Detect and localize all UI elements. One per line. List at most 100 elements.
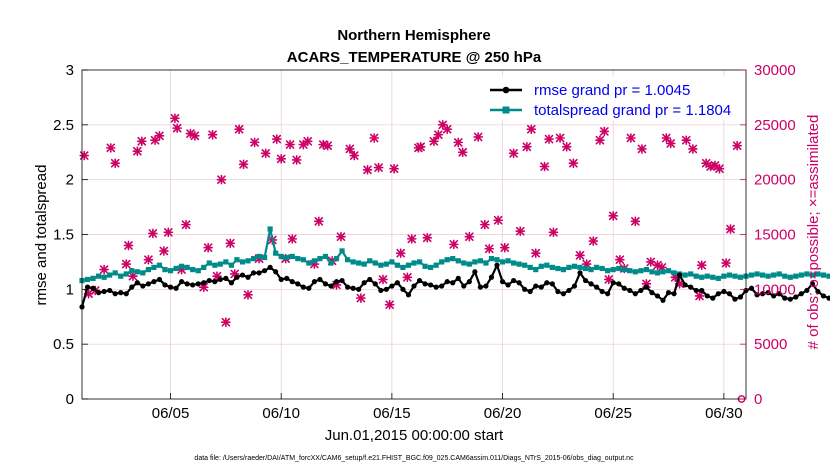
obs-assimilated-marker [190, 131, 200, 141]
rmse-point [665, 290, 672, 296]
rmse-point [267, 264, 273, 270]
totalspread-point [140, 270, 146, 276]
rmse-point [361, 280, 367, 286]
totalspread-point [787, 274, 793, 280]
obs-assimilated-marker [480, 219, 490, 230]
totalspread-point [688, 271, 694, 277]
y-tick-label-right: 5000 [754, 336, 787, 353]
totalspread-point [699, 274, 705, 280]
rmse-point [378, 287, 384, 294]
rmse-point [345, 284, 351, 290]
totalspread-point [599, 265, 605, 272]
y-axis-label-left: rmse and totalspread [33, 165, 50, 306]
rmse-point [228, 280, 234, 286]
rmse-point [721, 288, 727, 295]
rmse-point [256, 270, 262, 276]
obs-assimilated-marker [136, 136, 147, 147]
rmse-point [190, 282, 196, 288]
totalspread-point [544, 262, 550, 268]
obs-assimilated-marker [615, 254, 625, 265]
totalspread-point [101, 274, 107, 280]
rmse-point [112, 291, 118, 297]
totalspread-point [190, 266, 196, 273]
totalspread-point [123, 271, 129, 277]
totalspread-point [582, 265, 589, 272]
totalspread-point [367, 258, 373, 264]
totalspread-point [566, 264, 572, 270]
obs-assimilated-marker [515, 226, 526, 237]
rmse-point [732, 296, 738, 302]
totalspread-point [809, 272, 815, 278]
y-tick-label-right: 25000 [754, 117, 796, 134]
obs-assimilated-marker [291, 155, 302, 165]
totalspread-point [605, 268, 611, 274]
totalspread-point [356, 260, 362, 266]
totalspread-point [771, 272, 777, 278]
totalspread-point [643, 266, 649, 273]
obs-assimilated-marker [132, 146, 143, 156]
totalspread-point [760, 272, 766, 278]
obs-assimilated-marker [105, 143, 116, 153]
totalspread-point [560, 266, 566, 273]
totalspread-point [201, 264, 207, 270]
obs-assimilated-marker [207, 129, 218, 140]
obs-assimilated-marker [457, 147, 468, 158]
rmse-point [671, 291, 677, 297]
totalspread-point [295, 256, 301, 262]
rmse-point [212, 279, 218, 285]
rmse-point [461, 283, 467, 289]
obs-assimilated-marker [422, 232, 433, 243]
legend-box [483, 76, 738, 120]
rmse-point [184, 281, 190, 287]
series-lines-layer [79, 226, 830, 310]
totalspread-point [627, 268, 633, 274]
obs-assimilated-marker [154, 131, 165, 141]
totalspread-point [372, 260, 378, 266]
rmse-line [80, 264, 830, 308]
rmse-point [333, 279, 340, 285]
rmse-point [782, 295, 788, 301]
rmse-point [654, 293, 661, 299]
totalspread-point [732, 273, 738, 279]
totalspread-point [167, 268, 174, 274]
totalspread-point [776, 271, 782, 277]
x-tick-label: 06/10 [262, 405, 300, 422]
totalspread-point [494, 257, 500, 263]
rmse-point [372, 281, 378, 287]
y-tick-label-left: 0.5 [53, 336, 74, 353]
totalspread-point [621, 266, 627, 273]
totalspread-point [577, 264, 583, 270]
rmse-point [826, 295, 830, 301]
obs-assimilated-marker [568, 158, 579, 169]
obs-assimilated-marker [99, 264, 109, 275]
totalspread-point [195, 268, 201, 274]
totalspread-point [328, 260, 334, 266]
totalspread-point [748, 272, 755, 278]
totalspread-point [815, 271, 821, 277]
totalspread-line [81, 227, 830, 282]
totalspread-point [660, 269, 666, 275]
totalspread-point [782, 273, 788, 279]
obs-assimilated-marker [322, 140, 333, 151]
totalspread-point [267, 226, 273, 232]
totalspread-point [339, 248, 345, 254]
y-tick-label-right: 10000 [754, 281, 796, 298]
obs-assimilated-marker [110, 158, 120, 169]
totalspread-point [333, 256, 340, 262]
legend-spread-marker [502, 106, 510, 114]
rmse-point [428, 282, 434, 288]
x-tick-label: 06/20 [484, 405, 522, 422]
totalspread-point [262, 254, 268, 261]
rmse-point [787, 296, 793, 302]
obs-assimilated-marker [181, 219, 191, 230]
totalspread-point [793, 273, 799, 279]
rmse-point [278, 276, 284, 283]
rmse-point [217, 276, 223, 283]
rmse-point [167, 284, 174, 290]
obs-assimilated-marker [637, 144, 647, 154]
rmse-point [195, 281, 201, 287]
totalspread-point [820, 272, 827, 278]
rmse-point [400, 286, 406, 292]
totalspread-point [361, 261, 367, 267]
obs-assimilated-marker [159, 246, 169, 256]
